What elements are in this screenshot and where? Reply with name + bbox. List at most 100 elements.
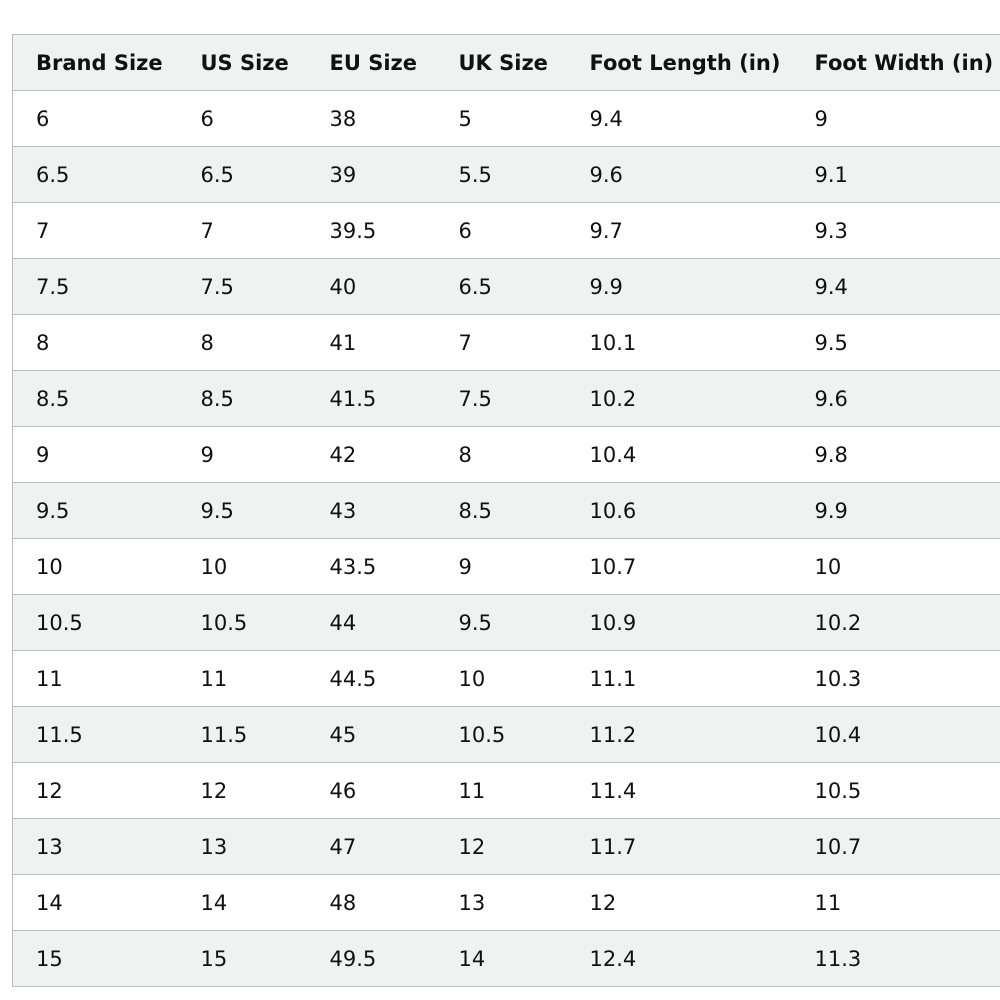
foot-length-cell: 11.4 [566,762,792,819]
uk-size-cell: 6.5 [435,258,567,315]
eu-size-cell: 46 [306,762,436,819]
table-row: 8.5 8.5 41.5 7.5 10.2 9.6 [12,370,1000,427]
foot-width-cell: 9.4 [791,258,1000,315]
eu-size-cell: 44 [306,594,436,651]
foot-width-cell: 10.7 [791,818,1000,875]
foot-length-cell: 10.4 [566,426,792,483]
foot-length-cell: 10.6 [566,482,792,539]
eu-size-cell: 43.5 [306,538,436,595]
foot-width-cell: 9.3 [791,202,1000,259]
foot-length-cell: 10.1 [566,314,792,371]
eu-size-cell: 44.5 [306,650,436,707]
uk-size-cell: 13 [435,874,567,931]
table-row: 15 15 49.5 14 12.4 11.3 [12,930,1000,987]
us-size-cell: 9.5 [177,482,307,539]
brand-size-cell: 11 [12,650,178,707]
foot-length-cell: 10.7 [566,538,792,595]
column-header-us-size: US Size [177,34,307,91]
brand-size-cell: 8 [12,314,178,371]
table-row: 11 11 44.5 10 11.1 10.3 [12,650,1000,707]
table-header: Brand Size US Size EU Size UK Size Foot … [12,34,1000,91]
uk-size-cell: 8.5 [435,482,567,539]
eu-size-cell: 41.5 [306,370,436,427]
eu-size-cell: 39.5 [306,202,436,259]
us-size-cell: 6.5 [177,146,307,203]
column-header-eu-size: EU Size [306,34,436,91]
brand-size-cell: 6 [12,90,178,147]
us-size-cell: 6 [177,90,307,147]
brand-size-cell: 9.5 [12,482,178,539]
uk-size-cell: 11 [435,762,567,819]
eu-size-cell: 40 [306,258,436,315]
table-row: 12 12 46 11 11.4 10.5 [12,762,1000,819]
us-size-cell: 7.5 [177,258,307,315]
brand-size-cell: 12 [12,762,178,819]
table-row: 7.5 7.5 40 6.5 9.9 9.4 [12,258,1000,315]
foot-width-cell: 9 [791,90,1000,147]
us-size-cell: 12 [177,762,307,819]
foot-length-cell: 11.7 [566,818,792,875]
foot-length-cell: 9.6 [566,146,792,203]
foot-length-cell: 9.4 [566,90,792,147]
foot-width-cell: 9.6 [791,370,1000,427]
table-row: 9 9 42 8 10.4 9.8 [12,426,1000,483]
foot-width-cell: 10 [791,538,1000,595]
uk-size-cell: 12 [435,818,567,875]
foot-width-cell: 10.4 [791,706,1000,763]
eu-size-cell: 43 [306,482,436,539]
brand-size-cell: 11.5 [12,706,178,763]
us-size-cell: 13 [177,818,307,875]
uk-size-cell: 7 [435,314,567,371]
us-size-cell: 7 [177,202,307,259]
foot-length-cell: 9.9 [566,258,792,315]
foot-length-cell: 10.2 [566,370,792,427]
size-chart-table: Brand Size US Size EU Size UK Size Foot … [12,34,1000,987]
eu-size-cell: 41 [306,314,436,371]
uk-size-cell: 10.5 [435,706,567,763]
brand-size-cell: 7.5 [12,258,178,315]
table-body: 6 6 38 5 9.4 9 6.5 6.5 39 5.5 9.6 9.1 7 7 39.5 6 9.7 9.3 7… [12,90,1000,987]
eu-size-cell: 49.5 [306,930,436,987]
foot-width-cell: 11.3 [791,930,1000,987]
foot-width-cell: 9.1 [791,146,1000,203]
us-size-cell: 8 [177,314,307,371]
brand-size-cell: 13 [12,818,178,875]
foot-length-cell: 12.4 [566,930,792,987]
foot-width-cell: 10.5 [791,762,1000,819]
brand-size-cell: 15 [12,930,178,987]
table-row: 13 13 47 12 11.7 10.7 [12,818,1000,875]
eu-size-cell: 38 [306,90,436,147]
eu-size-cell: 39 [306,146,436,203]
table-row: 14 14 48 13 12 11 [12,874,1000,931]
table-row: 10.5 10.5 44 9.5 10.9 10.2 [12,594,1000,651]
uk-size-cell: 7.5 [435,370,567,427]
foot-width-cell: 11 [791,874,1000,931]
us-size-cell: 14 [177,874,307,931]
column-header-uk-size: UK Size [435,34,567,91]
table-row: 11.5 11.5 45 10.5 11.2 10.4 [12,706,1000,763]
brand-size-cell: 10.5 [12,594,178,651]
table-row: 6.5 6.5 39 5.5 9.6 9.1 [12,146,1000,203]
table-row: 6 6 38 5 9.4 9 [12,90,1000,147]
us-size-cell: 15 [177,930,307,987]
foot-width-cell: 10.3 [791,650,1000,707]
eu-size-cell: 45 [306,706,436,763]
brand-size-cell: 14 [12,874,178,931]
brand-size-cell: 10 [12,538,178,595]
header-row: Brand Size US Size EU Size UK Size Foot … [12,34,1000,91]
eu-size-cell: 42 [306,426,436,483]
uk-size-cell: 6 [435,202,567,259]
column-header-foot-length: Foot Length (in) [566,34,792,91]
table-row: 10 10 43.5 9 10.7 10 [12,538,1000,595]
uk-size-cell: 14 [435,930,567,987]
us-size-cell: 9 [177,426,307,483]
table-row: 7 7 39.5 6 9.7 9.3 [12,202,1000,259]
foot-length-cell: 11.2 [566,706,792,763]
foot-length-cell: 12 [566,874,792,931]
eu-size-cell: 47 [306,818,436,875]
brand-size-cell: 9 [12,426,178,483]
uk-size-cell: 8 [435,426,567,483]
uk-size-cell: 10 [435,650,567,707]
eu-size-cell: 48 [306,874,436,931]
foot-length-cell: 11.1 [566,650,792,707]
